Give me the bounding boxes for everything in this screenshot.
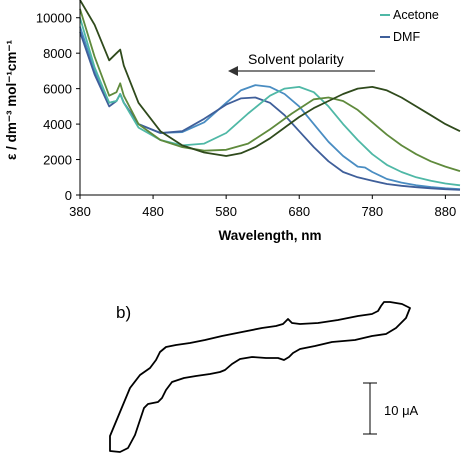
- spectrum-series-3: [79, 17, 461, 187]
- legend-label-dmf: DMF: [393, 30, 420, 44]
- y-tick-label: 10000: [36, 11, 72, 26]
- voltammogram-curve: [109, 301, 411, 453]
- legend-label-acetone: Acetone: [393, 8, 439, 22]
- y-tick-label: 8000: [43, 46, 72, 61]
- spectrum-series-4: [79, 8, 461, 172]
- x-tick-label: 780: [361, 204, 383, 219]
- y-tick-4000: 4000: [43, 117, 80, 132]
- panel-label-b: b): [116, 303, 131, 322]
- y-ticks: 0 2000 4000 6000 8000 10000: [36, 11, 80, 203]
- spectrum-series-5: [79, 0, 461, 157]
- solvent-polarity-text: Solvent polarity: [248, 51, 344, 67]
- scale-bar: 10 μA: [363, 382, 419, 435]
- y-tick-label: 6000: [43, 82, 72, 97]
- x-tick-label: 880: [435, 204, 457, 219]
- y-tick-6000: 6000: [43, 82, 80, 97]
- x-tick-label: 480: [142, 204, 164, 219]
- x-tick-380: 380: [69, 195, 91, 219]
- spectra-chart: 380 480 580 680 780 880 0 2000 4000 6000 8000 1000…: [4, 0, 461, 243]
- x-tick-680: 680: [288, 195, 310, 219]
- y-tick-label: 0: [65, 188, 72, 203]
- voltammogram-panel: b) 10 μA: [109, 301, 419, 453]
- legend-entry-dmf: DMF: [380, 30, 420, 44]
- y-axis-label: ε / dm⁻³ mol⁻¹cm⁻¹: [4, 39, 19, 160]
- y-tick-label: 4000: [43, 117, 72, 132]
- x-ticks: 380 480 580 680 780 880: [69, 195, 456, 219]
- x-tick-580: 580: [215, 195, 237, 219]
- x-tick-480: 480: [142, 195, 164, 219]
- y-tick-2000: 2000: [43, 153, 80, 168]
- arrow-head-icon: [228, 66, 238, 76]
- x-tick-780: 780: [361, 195, 383, 219]
- x-axis-label: Wavelength, nm: [218, 228, 321, 243]
- legend-entry-acetone: Acetone: [380, 8, 439, 22]
- y-tick-8000: 8000: [43, 46, 80, 61]
- solvent-polarity-annotation: Solvent polarity: [228, 51, 375, 76]
- y-tick-0: 0: [65, 188, 80, 203]
- x-tick-880: 880: [435, 195, 457, 219]
- legend: Acetone DMF: [380, 8, 439, 44]
- scale-bar-label: 10 μA: [384, 403, 419, 418]
- x-tick-label: 580: [215, 204, 237, 219]
- series-lines: [79, 0, 461, 191]
- x-tick-label: 680: [288, 204, 310, 219]
- y-tick-label: 2000: [43, 153, 72, 168]
- x-tick-label: 380: [69, 204, 91, 219]
- y-tick-10000: 10000: [36, 11, 80, 26]
